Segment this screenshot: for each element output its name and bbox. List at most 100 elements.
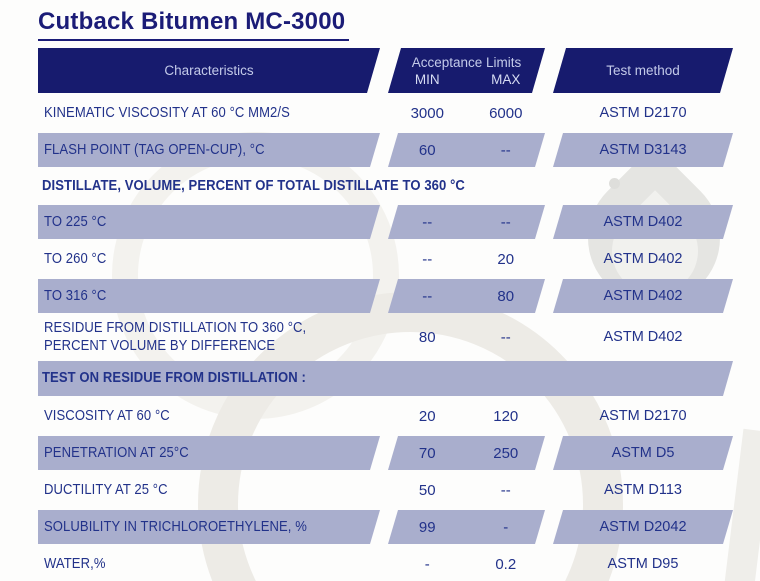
min-value: 3000 [410, 104, 444, 122]
test-method-label: ASTM D402 [603, 329, 683, 345]
characteristic-label: VISCOSITY AT 60 °C [44, 407, 170, 424]
test-method-cell: ASTM D3143 [553, 133, 733, 167]
section-band: DISTILLATE, VOLUME, PERCENT OF TOTAL DIS… [38, 170, 733, 202]
table-body: KINEMATIC VISCOSITY AT 60 °C MM2/S 3000 … [38, 96, 736, 581]
test-method-cell: ASTM D113 [553, 473, 733, 507]
max-value: - [503, 518, 509, 536]
test-method-label: ASTM D5 [611, 445, 675, 461]
test-method-cell: ASTM D402 [553, 242, 733, 276]
max-value: 80 [497, 287, 515, 305]
header-test-method-label: Test method [606, 63, 680, 78]
characteristic-cell: TO 316 °C [38, 279, 380, 313]
min-value: 70 [418, 444, 436, 462]
table-row: RESIDUE FROM DISTILLATION TO 360 °C, PER… [38, 316, 736, 358]
header-minmax-row: MIN MAX [388, 72, 545, 87]
table-row: TO 260 °C -- 20 ASTM D402 [38, 242, 736, 276]
limits-cell: -- -- [388, 205, 545, 239]
table-row: FLASH POINT (TAG OPEN-CUP), °C 60 -- AST… [38, 133, 736, 167]
max-value: -- [500, 481, 511, 499]
min-value: -- [422, 287, 433, 305]
max-value: 250 [493, 444, 519, 462]
test-method-label: ASTM D2042 [599, 519, 687, 535]
limits-cell: 50 -- [388, 473, 545, 507]
min-value: -- [422, 213, 433, 231]
section-band: TEST ON RESIDUE FROM DISTILLATION : [38, 361, 733, 396]
content-area: Cutback Bitumen MC-3000 Characteristics … [38, 8, 736, 581]
header-characteristics-label: Characteristics [164, 63, 254, 78]
max-value: -- [500, 213, 511, 231]
max-value: 120 [493, 407, 519, 425]
test-method-cell: ASTM D402 [553, 316, 733, 358]
characteristic-cell: RESIDUE FROM DISTILLATION TO 360 °C, PER… [38, 316, 380, 358]
characteristic-label: KINEMATIC VISCOSITY AT 60 °C MM2/S [44, 104, 290, 121]
test-method-label: ASTM D402 [603, 251, 683, 267]
limits-cell: 80 -- [388, 316, 545, 358]
table-row: PENETRATION AT 25°C 70 250 ASTM D5 [38, 436, 736, 470]
limits-cell: 99 - [388, 510, 545, 544]
min-value: 20 [418, 407, 436, 425]
characteristic-cell: WATER,% [38, 547, 380, 581]
max-value: 0.2 [495, 555, 517, 573]
limits-cell: 3000 6000 [388, 96, 545, 130]
table-row: VISCOSITY AT 60 °C 20 120 ASTM D2170 [38, 399, 736, 433]
page-title: Cutback Bitumen MC-3000 [38, 8, 350, 41]
header-min-label: MIN [414, 71, 440, 87]
characteristic-cell: DUCTILITY AT 25 °C [38, 473, 380, 507]
characteristic-label: RESIDUE FROM DISTILLATION TO 360 °C, PER… [44, 319, 307, 354]
max-value: -- [500, 328, 511, 346]
test-method-label: ASTM D402 [603, 288, 683, 304]
header-test-method-cell: Test method [553, 48, 733, 93]
limits-cell: 70 250 [388, 436, 545, 470]
test-method-label: ASTM D402 [603, 214, 683, 230]
test-method-cell: ASTM D2170 [553, 96, 733, 130]
min-value: 80 [418, 328, 436, 346]
table-row: WATER,% - 0.2 ASTM D95 [38, 547, 736, 581]
characteristic-label: WATER,% [44, 555, 106, 572]
max-value: 6000 [489, 104, 523, 122]
table-row: TO 225 °C -- -- ASTM D402 [38, 205, 736, 239]
characteristic-label: DUCTILITY AT 25 °C [44, 481, 168, 498]
min-value: -- [422, 250, 433, 268]
test-method-cell: ASTM D95 [553, 547, 733, 581]
test-method-label: ASTM D3143 [599, 142, 687, 158]
section-header-label: DISTILLATE, VOLUME, PERCENT OF TOTAL DIS… [42, 177, 465, 194]
characteristic-cell: VISCOSITY AT 60 °C [38, 399, 380, 433]
header-acceptance-limits-label: Acceptance Limits [411, 54, 522, 70]
section-header-row: TEST ON RESIDUE FROM DISTILLATION : [38, 361, 736, 396]
table-row: TO 316 °C -- 80 ASTM D402 [38, 279, 736, 313]
watermark-drop-dot [609, 178, 620, 189]
min-value: 99 [418, 518, 436, 536]
characteristic-cell: TO 225 °C [38, 205, 380, 239]
characteristic-label: SOLUBILITY IN TRICHLOROETHYLENE, % [44, 518, 307, 535]
limits-cell: - 0.2 [388, 547, 545, 581]
table-row: DUCTILITY AT 25 °C 50 -- ASTM D113 [38, 473, 736, 507]
header-acceptance-limits-cell: Acceptance Limits MIN MAX [388, 48, 545, 93]
characteristic-label: PENETRATION AT 25°C [44, 444, 189, 461]
test-method-label: ASTM D2170 [599, 105, 687, 121]
characteristic-label: FLASH POINT (TAG OPEN-CUP), °C [44, 141, 265, 158]
limits-cell: 60 -- [388, 133, 545, 167]
test-method-label: ASTM D113 [604, 482, 682, 498]
section-header-label: TEST ON RESIDUE FROM DISTILLATION : [42, 370, 306, 387]
characteristic-cell: SOLUBILITY IN TRICHLOROETHYLENE, % [38, 510, 380, 544]
limits-cell: -- 80 [388, 279, 545, 313]
table-row: SOLUBILITY IN TRICHLOROETHYLENE, % 99 - … [38, 510, 736, 544]
characteristic-cell: KINEMATIC VISCOSITY AT 60 °C MM2/S [38, 96, 380, 130]
test-method-cell: ASTM D2042 [553, 510, 733, 544]
characteristic-cell: TO 260 °C [38, 242, 380, 276]
test-method-cell: ASTM D2170 [553, 399, 733, 433]
table-header-row: Characteristics Acceptance Limits MIN MA… [38, 48, 736, 93]
characteristic-label: TO 316 °C [44, 287, 107, 304]
max-value: 20 [497, 250, 515, 268]
characteristic-cell: FLASH POINT (TAG OPEN-CUP), °C [38, 133, 380, 167]
limits-cell: 20 120 [388, 399, 545, 433]
table-row: KINEMATIC VISCOSITY AT 60 °C MM2/S 3000 … [38, 96, 736, 130]
limits-cell: -- 20 [388, 242, 545, 276]
test-method-label: ASTM D2170 [599, 408, 687, 424]
header-max-label: MAX [491, 71, 521, 87]
section-header-row: DISTILLATE, VOLUME, PERCENT OF TOTAL DIS… [38, 170, 736, 202]
characteristic-cell: PENETRATION AT 25°C [38, 436, 380, 470]
test-method-cell: ASTM D402 [553, 279, 733, 313]
test-method-cell: ASTM D5 [553, 436, 733, 470]
